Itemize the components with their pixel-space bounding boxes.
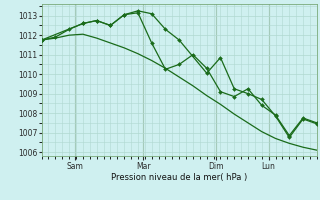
X-axis label: Pression niveau de la mer( hPa ): Pression niveau de la mer( hPa ) bbox=[111, 173, 247, 182]
